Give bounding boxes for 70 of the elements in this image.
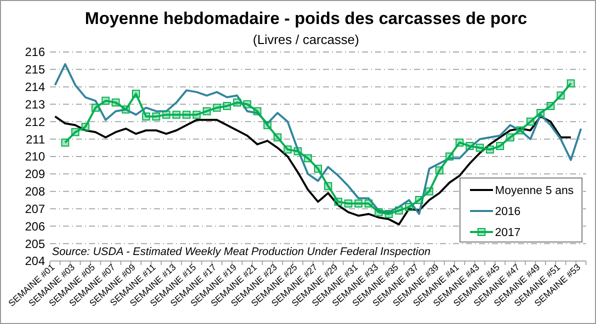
y-tick-label: 213	[24, 97, 46, 112]
y-tick-label: 215	[24, 62, 46, 77]
point	[222, 102, 231, 110]
point	[354, 200, 362, 208]
annotation: Source: USDA - Estimated Weekly Meat Production Under Federal Inspection	[52, 246, 430, 258]
point	[304, 154, 312, 162]
y-tick-label: 216	[24, 45, 46, 60]
point	[294, 147, 302, 156]
point	[556, 92, 565, 100]
legend-label: Moyenne 5 ans	[495, 185, 574, 198]
y-tick-label: 214	[24, 80, 46, 94]
point	[122, 105, 130, 114]
chart-subtitle: (Livres / carcasse)	[252, 32, 360, 47]
point	[364, 200, 373, 208]
point	[243, 100, 252, 108]
point	[152, 112, 160, 120]
legend-label: 2016	[495, 206, 521, 218]
point	[486, 146, 494, 154]
point	[202, 107, 211, 116]
point	[71, 128, 80, 136]
y-tick-label: 209	[24, 167, 46, 182]
point	[456, 138, 464, 147]
point	[263, 121, 272, 130]
y-tick-label: 205	[24, 236, 46, 251]
point	[284, 146, 292, 154]
point	[274, 133, 282, 142]
point	[344, 200, 352, 208]
point	[112, 98, 120, 107]
point	[415, 196, 424, 204]
point	[445, 152, 454, 160]
y-tick-label: 206	[24, 219, 46, 234]
point	[162, 110, 170, 119]
point	[394, 206, 403, 214]
point	[435, 166, 444, 174]
point	[81, 122, 90, 131]
point	[374, 208, 383, 216]
point	[476, 144, 484, 152]
point	[536, 108, 544, 117]
point	[102, 96, 110, 105]
y-tick-label: 204	[24, 254, 46, 268]
point	[212, 104, 221, 112]
point	[425, 187, 434, 196]
point	[384, 210, 393, 218]
point	[253, 107, 262, 116]
point	[466, 142, 474, 150]
point	[92, 104, 100, 112]
point	[182, 110, 191, 119]
point	[132, 90, 140, 98]
point	[405, 203, 414, 212]
point	[61, 138, 70, 147]
point	[566, 79, 575, 88]
point	[506, 133, 514, 142]
y-tick-label: 207	[24, 202, 46, 216]
y-tick-label: 208	[24, 184, 46, 199]
point	[324, 182, 332, 190]
point	[526, 118, 534, 126]
point	[546, 102, 555, 110]
y-tick-label: 212	[24, 114, 46, 129]
point	[192, 110, 201, 119]
y-tick-label: 211	[26, 132, 46, 146]
y-tick-label: 210	[24, 150, 46, 164]
point	[314, 164, 322, 173]
point	[233, 98, 242, 107]
point	[516, 126, 524, 134]
point	[496, 142, 504, 150]
point	[172, 110, 180, 119]
point	[334, 198, 342, 206]
point	[142, 112, 150, 120]
legend-label: 2017	[495, 227, 521, 240]
chart-title: Moyenne hebdomadaire - poids des carcasses de porc	[84, 9, 528, 28]
